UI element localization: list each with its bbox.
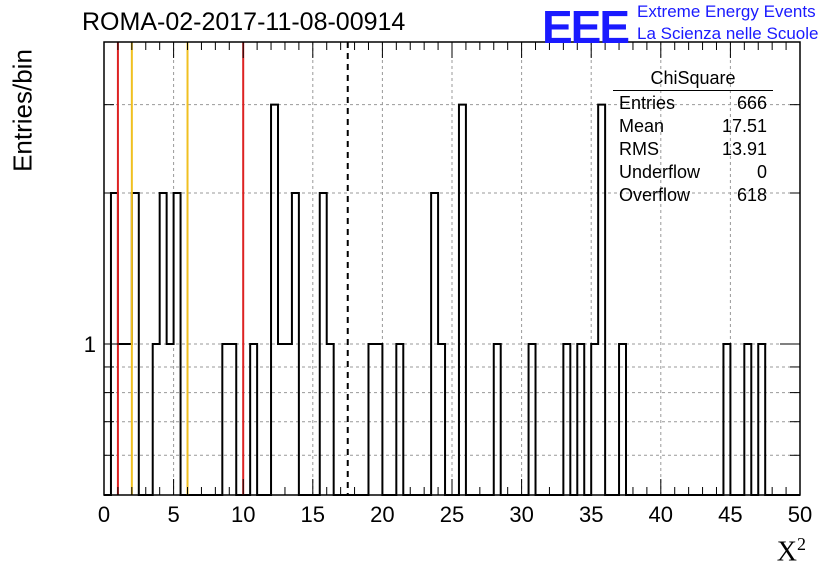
histogram-bin [563, 344, 570, 495]
histogram-bin [431, 193, 438, 495]
histogram-bin [222, 344, 229, 495]
x-axis-label-sup: 2 [797, 533, 806, 554]
x-tick-label: 45 [718, 502, 742, 527]
x-tick-label: 25 [440, 502, 464, 527]
stats-title: ChiSquare [613, 68, 773, 91]
x-tick-label: 50 [788, 502, 812, 527]
eee-logo: EEE [542, 1, 630, 53]
x-tick-label: 30 [509, 502, 533, 527]
histogram-bin [285, 344, 292, 495]
histogram-bin [598, 105, 605, 495]
histogram-bin [396, 344, 403, 495]
histogram-bin [368, 344, 375, 495]
stats-row-mean: Mean 17.51 [613, 116, 773, 139]
logo-line-2: La Scienza nelle Scuole [637, 24, 819, 43]
x-axis-label-base: X [776, 536, 797, 567]
stats-value: 0 [756, 162, 767, 182]
y-axis-label: Entries/bin [7, 49, 38, 172]
histogram-bin [723, 344, 730, 495]
stats-value: 17.51 [721, 116, 767, 136]
histogram-bin [132, 193, 139, 495]
stats-label: Overflow [619, 185, 691, 205]
histogram-bin [250, 344, 257, 495]
chart-title: ROMA-02-2017-11-08-00914 [82, 8, 406, 36]
histogram-bin [278, 344, 285, 495]
x-axis-label: X2 [777, 534, 806, 568]
histogram-bin [744, 344, 751, 495]
x-tick-label: 35 [579, 502, 603, 527]
stats-label: RMS [619, 139, 659, 159]
x-tick-label: 5 [167, 502, 179, 527]
histogram-bin [167, 344, 174, 495]
histogram-bin [494, 344, 501, 495]
histogram-bin [153, 344, 160, 495]
histogram-bin [577, 344, 584, 495]
histogram-bin [375, 344, 382, 495]
histogram-bin [619, 344, 626, 495]
histogram-bin [529, 344, 536, 495]
histogram-bin [292, 193, 299, 495]
histogram-bin [438, 344, 445, 495]
histogram-bin [160, 193, 167, 495]
x-tick-label: 15 [301, 502, 325, 527]
x-tick-label: 20 [370, 502, 394, 527]
histogram-bin [459, 105, 466, 495]
x-tick-label: 0 [98, 502, 110, 527]
stats-row-underflow: Underflow 0 [613, 162, 773, 185]
x-tick-label: 10 [231, 502, 255, 527]
histogram-bin [271, 105, 278, 495]
stats-label: Mean [619, 116, 665, 136]
histogram-bin [229, 344, 236, 495]
stats-row-rms: RMS 13.91 [613, 139, 773, 162]
histogram-bin [758, 344, 765, 495]
stats-value: 13.91 [721, 139, 767, 159]
stats-value: 618 [736, 185, 767, 205]
histogram-bin [591, 344, 598, 495]
stats-label: Underflow [619, 162, 701, 182]
stats-label: Entries [619, 93, 676, 113]
logo-line-1: Extreme Energy Events [637, 2, 816, 21]
histogram-bin [174, 193, 181, 495]
y-tick-label: 1 [84, 332, 96, 357]
histogram-bin [125, 344, 132, 495]
histogram-bin [327, 344, 334, 495]
stats-row-overflow: Overflow 618 [613, 185, 773, 208]
stats-value: 666 [736, 93, 767, 113]
histogram-bin [320, 193, 327, 495]
stats-box: ChiSquare Entries 666 Mean 17.51 RMS 13.91 Und… [613, 68, 773, 208]
stats-row-entries: Entries 666 [613, 93, 773, 116]
x-tick-label: 40 [649, 502, 673, 527]
histogram-bin [118, 344, 125, 495]
